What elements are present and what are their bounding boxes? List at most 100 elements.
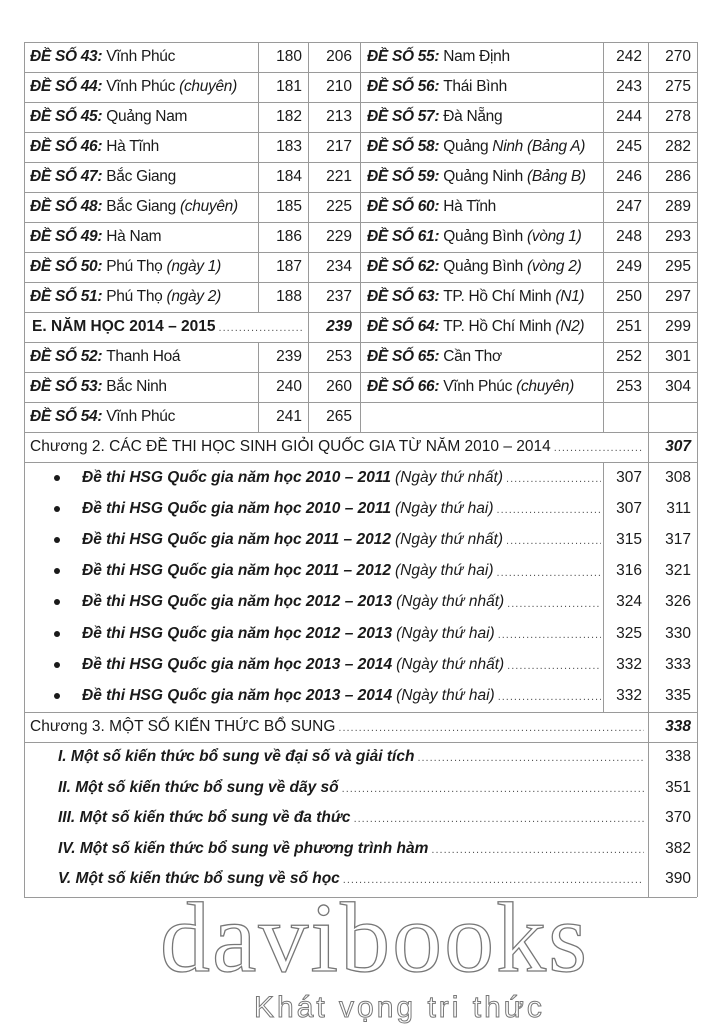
end-page-value: 299 <box>665 318 691 335</box>
end-page-value: 326 <box>665 593 691 611</box>
start-page-value: 247 <box>616 198 642 215</box>
start-page: 253 <box>603 372 648 402</box>
start-page-value: 244 <box>616 108 642 125</box>
start-page-value: 241 <box>276 408 302 425</box>
end-page-value: 335 <box>665 686 691 704</box>
start-page-value: 332 <box>616 686 642 704</box>
start-page-value: 182 <box>276 108 302 125</box>
entry-label: ĐỀ SỐ 62: <box>367 258 440 275</box>
start-page-value: 307 <box>616 468 642 486</box>
section-heading: E. NĂM HỌC 2014 – 2015..................… <box>32 312 304 342</box>
entry-place: Phú Thọ <box>106 288 163 305</box>
item-page-value: 351 <box>665 778 691 796</box>
table-rule <box>258 342 259 432</box>
end-page-value: 275 <box>665 78 691 95</box>
entry-label: ĐỀ SỐ 54: <box>30 408 103 425</box>
dot-leader: ........................................… <box>338 722 644 734</box>
chapter-item: I. Một số kiến thức bổ sung về đại số và… <box>58 742 644 772</box>
end-page-value: 210 <box>326 78 352 95</box>
entry-place: Hà Nam <box>106 228 162 245</box>
entry-label: ĐỀ SỐ 65: <box>367 348 440 365</box>
toc-entry: ĐỀ SỐ 63: TP. Hồ Chí Minh (N1) <box>367 282 601 312</box>
end-page-value: 297 <box>665 288 691 305</box>
entry-label: ĐỀ SỐ 51: <box>30 288 103 305</box>
entry-place: Quảng Bình <box>443 258 523 275</box>
end-page: 234 <box>308 252 358 282</box>
end-page: 275 <box>648 72 697 102</box>
end-page: 270 <box>648 42 697 72</box>
entry-label: ĐỀ SỐ 52: <box>30 348 103 365</box>
end-page: 217 <box>308 132 358 162</box>
item-page: 338 <box>648 742 697 772</box>
table-rule <box>360 222 697 223</box>
entry-note: (N1) <box>555 288 585 305</box>
entry-label: ĐỀ SỐ 58: <box>367 138 440 155</box>
end-page-value: 260 <box>326 378 352 395</box>
entry-place: TP. Hồ Chí Minh <box>443 318 552 335</box>
start-page: 250 <box>603 282 648 312</box>
entry-place: Đà Nẵng <box>443 108 503 125</box>
bullet-icon <box>54 599 60 606</box>
table-rule <box>360 342 697 343</box>
table-rule <box>258 42 259 312</box>
end-page: 317 <box>648 524 697 555</box>
item-note: (Ngày thứ hai) <box>396 624 495 642</box>
toc-entry: ĐỀ SỐ 64: TP. Hồ Chí Minh (N2) <box>367 312 601 342</box>
chapter-page: 338 <box>648 712 697 742</box>
start-page: 188 <box>258 282 308 312</box>
end-page: 308 <box>648 462 697 493</box>
end-page-value: 286 <box>665 168 691 185</box>
start-page-value: 315 <box>616 530 642 548</box>
table-rule <box>360 282 697 283</box>
section-page-value: 239 <box>326 318 352 335</box>
start-page: 325 <box>603 618 648 649</box>
start-page-value: 246 <box>616 168 642 185</box>
start-page: 187 <box>258 252 308 282</box>
toc-entry: ĐỀ SỐ 47: Bắc Giang <box>30 162 256 192</box>
table-rule <box>308 42 309 432</box>
table-rule <box>648 42 649 432</box>
bullet-icon <box>54 568 60 575</box>
end-page: 237 <box>308 282 358 312</box>
start-page-value: 307 <box>616 499 642 517</box>
table-rule <box>360 72 697 73</box>
table-rule <box>24 342 360 343</box>
item-title: III. Một số kiến thức bổ sung về đa thức <box>58 809 351 827</box>
table-rule <box>24 402 360 403</box>
chapter-item: III. Một số kiến thức bổ sung về đa thức… <box>58 803 644 833</box>
end-page-value: 311 <box>666 499 691 517</box>
table-rule <box>697 42 698 897</box>
start-page: 249 <box>603 252 648 282</box>
toc-entry: ĐỀ SỐ 59: Quảng Ninh (Bảng B) <box>367 162 601 192</box>
item-page-value: 382 <box>665 839 691 857</box>
end-page-value: 293 <box>665 228 691 245</box>
dot-leader: ........................................… <box>218 322 304 334</box>
start-page-value: 316 <box>616 562 642 580</box>
end-page: 304 <box>648 372 697 402</box>
entry-place: Vĩnh Phúc <box>443 378 513 395</box>
start-page: 186 <box>258 222 308 252</box>
dot-leader: ........................................… <box>497 629 601 641</box>
end-page: 286 <box>648 162 697 192</box>
start-page-value: 186 <box>276 228 302 245</box>
end-page: 210 <box>308 72 358 102</box>
table-rule <box>24 42 25 897</box>
table-rule <box>360 402 697 403</box>
entry-label: ĐỀ SỐ 59: <box>367 168 440 185</box>
start-page-value: 324 <box>616 593 642 611</box>
toc-entry: ĐỀ SỐ 61: Quảng Bình (vòng 1) <box>367 222 601 252</box>
toc-entry: ĐỀ SỐ 60: Hà Tĩnh <box>367 192 601 222</box>
entry-place: Quảng Ninh <box>443 168 523 185</box>
chapter-title: Chương 3. MỘT SỐ KIẾN THỨC BỔ SUNG <box>30 718 336 735</box>
table-rule <box>24 222 360 223</box>
end-page-value: 225 <box>326 198 352 215</box>
entry-note: (vòng 2) <box>526 258 582 275</box>
table-rule <box>24 192 360 193</box>
toc-entry: ĐỀ SỐ 45: Quảng Nam <box>30 102 256 132</box>
item-note: (Ngày thứ hai) <box>394 562 494 580</box>
end-page-value: 265 <box>326 408 352 425</box>
dot-leader: ........................................… <box>506 473 601 485</box>
dot-leader: ........................................… <box>431 843 644 856</box>
section-page: 239 <box>308 312 358 342</box>
chapter-title: Chương 2. CÁC ĐỀ THI HỌC SINH GIỎI QUỐC … <box>30 438 551 455</box>
